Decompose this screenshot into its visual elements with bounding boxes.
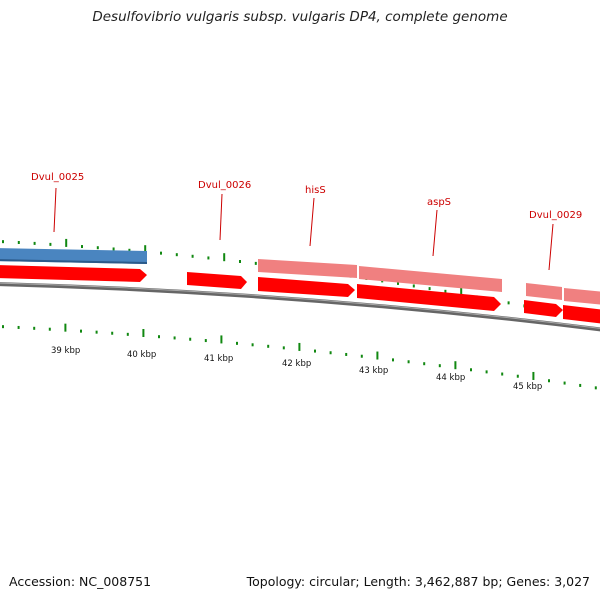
outer-minor-tick — [160, 251, 162, 255]
outer-minor-tick — [128, 248, 131, 252]
outer-minor-tick — [112, 247, 115, 251]
outer-minor-tick — [254, 261, 257, 265]
scale-label-39kbp: 39 kbp — [51, 346, 80, 356]
outer-minor-tick — [397, 281, 399, 285]
scale-label-41kbp: 41 kbp — [204, 354, 233, 364]
inner-minor-tick — [360, 354, 363, 358]
gene-bar-next[interactable] — [564, 288, 600, 305]
cds-arrow-hiss[interactable] — [258, 277, 355, 297]
inner-minor-tick — [423, 362, 426, 366]
outer-minor-tick — [191, 254, 194, 258]
inner-minor-tick — [329, 351, 332, 355]
gene-bar-hiss[interactable] — [258, 259, 357, 278]
genome-backbone-highlight — [0, 282, 600, 329]
label-line-asps — [432, 209, 438, 257]
inner-minor-tick — [173, 336, 176, 340]
gene-bar-dvul-0025-shadow — [0, 259, 147, 264]
scale-label-42kbp: 42 kbp — [282, 359, 311, 369]
genome-backbone — [0, 282, 600, 332]
outer-minor-tick — [207, 256, 210, 260]
inner-minor-tick — [594, 386, 597, 390]
scale-label-44kbp: 44 kbp — [436, 373, 465, 383]
gene-label-dvul-0026[interactable]: Dvul_0026 — [198, 180, 251, 191]
inner-major-tick — [142, 328, 145, 337]
label-line-dvul-0029 — [548, 223, 554, 271]
gene-label-dvul-0025[interactable]: Dvul_0025 — [31, 172, 84, 183]
gene-label-asps[interactable]: aspS — [427, 197, 451, 208]
inner-major-tick — [532, 371, 535, 380]
inner-minor-tick — [2, 325, 4, 329]
inner-minor-tick — [80, 329, 82, 333]
scale-label-40kbp: 40 kbp — [127, 350, 156, 360]
inner-minor-tick — [438, 364, 441, 368]
inner-minor-tick — [579, 383, 582, 387]
inner-minor-tick — [314, 349, 316, 353]
inner-minor-tick — [407, 360, 410, 364]
outer-minor-tick — [33, 241, 36, 245]
inner-minor-tick — [548, 379, 550, 383]
inner-minor-tick — [282, 346, 285, 350]
inner-major-tick — [376, 351, 379, 360]
outer-minor-tick — [17, 240, 20, 244]
inner-minor-tick — [189, 337, 192, 341]
scale-label-45kbp: 45 kbp — [513, 382, 542, 392]
scale-label-43kbp: 43 kbp — [359, 366, 388, 376]
inner-minor-tick — [126, 332, 129, 336]
inner-minor-tick — [501, 372, 504, 376]
outer-major-tick — [65, 238, 68, 247]
inner-minor-tick — [470, 368, 472, 372]
gene-bar-dvul-0029[interactable] — [526, 283, 562, 300]
cds-arrow-next[interactable] — [563, 305, 600, 324]
outer-minor-tick — [2, 240, 4, 244]
inner-minor-tick — [33, 326, 36, 330]
outer-minor-tick — [507, 301, 510, 305]
outer-minor-tick — [239, 260, 241, 263]
inner-minor-tick — [48, 327, 51, 331]
outer-minor-tick — [444, 289, 447, 293]
inner-major-tick — [454, 361, 457, 370]
outer-major-tick — [460, 287, 463, 296]
inner-minor-tick — [158, 335, 160, 339]
inner-minor-tick — [392, 358, 394, 362]
label-line-dvul-0026 — [219, 193, 223, 241]
tick-row-inner — [2, 323, 597, 390]
gene-label-hiss[interactable]: hisS — [305, 185, 326, 196]
outer-minor-tick — [96, 246, 99, 250]
inner-minor-tick — [111, 331, 114, 335]
inner-minor-tick — [204, 339, 207, 343]
inner-minor-tick — [251, 343, 254, 347]
outer-major-tick — [144, 245, 147, 254]
outer-major-tick — [223, 253, 226, 262]
outer-minor-tick — [175, 253, 178, 257]
inner-minor-tick — [345, 352, 348, 356]
label-line-dvul-0025 — [53, 187, 57, 233]
inner-major-tick — [298, 342, 301, 351]
inner-minor-tick — [516, 374, 519, 378]
inner-minor-tick — [267, 344, 270, 348]
inner-minor-tick — [563, 381, 566, 385]
inner-major-tick — [220, 335, 223, 344]
accession-text: Accession: NC_008751 — [9, 574, 152, 589]
inner-minor-tick — [485, 370, 488, 374]
label-line-hiss — [309, 197, 315, 247]
outer-minor-tick — [81, 245, 83, 249]
map-title: Desulfovibrio vulgaris subsp. vulgaris D… — [92, 9, 508, 25]
cds-arrow-dvul-0026[interactable] — [187, 272, 247, 289]
cds-arrow-dvul-0025[interactable] — [0, 265, 147, 282]
cds-arrow-dvul-0029[interactable] — [524, 300, 563, 317]
outer-minor-tick — [428, 287, 431, 291]
gene-label-dvul-0029[interactable]: Dvul_0029 — [529, 210, 582, 221]
outer-minor-tick — [49, 242, 52, 246]
cds-arrow-asps[interactable] — [357, 284, 501, 311]
inner-minor-tick — [236, 341, 238, 345]
gene-bar-asps[interactable] — [359, 266, 502, 292]
inner-minor-tick — [95, 330, 98, 334]
inner-minor-tick — [17, 325, 20, 329]
genome-summary-text: Topology: circular; Length: 3,462,887 bp… — [246, 574, 590, 589]
inner-major-tick — [64, 323, 67, 332]
outer-minor-tick — [412, 284, 415, 288]
